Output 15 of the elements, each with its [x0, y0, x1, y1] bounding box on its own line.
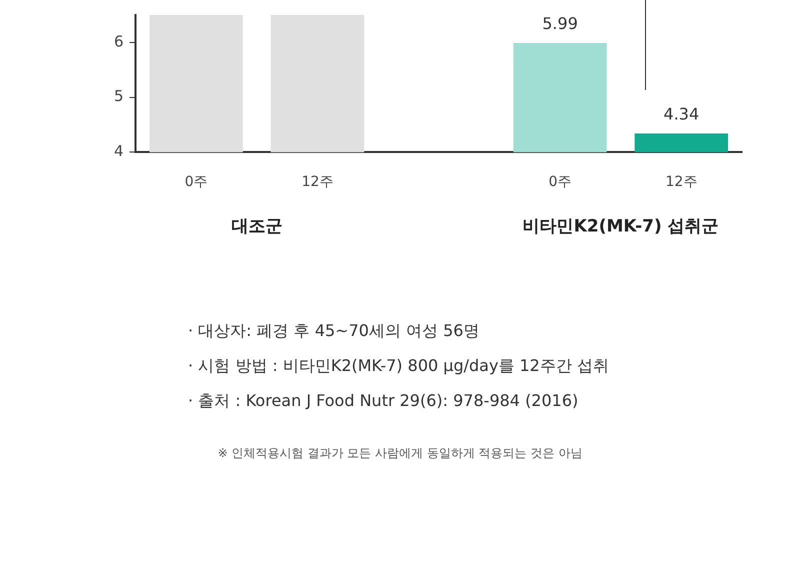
text: ※ 인체적용시험 결과가 모든 사람에게 동일하게 적용되는 것은 아님: [216, 445, 584, 462]
text: · 시험 방법 : 비타민K2(MK-7) 800 μg/day를 12주간 섭취: [188, 355, 609, 377]
text: · 출처 : Korean J Food Nutr 29(6): 978-984 (2016): [188, 390, 580, 412]
y-tick-label: 4: [114, 142, 124, 160]
y-tick-label: 5: [114, 87, 124, 106]
text: 비타민K2(MK-7) 섭취군: [522, 216, 719, 236]
data-label: 4.34: [664, 104, 700, 124]
y-tick-label: 6: [114, 32, 124, 50]
x-tick-label: 12주: [665, 174, 698, 190]
x-tick-label: 12주: [302, 174, 334, 190]
data-label: 5.99: [542, 14, 578, 34]
x-tick-label: 0주: [548, 174, 572, 190]
x-tick-label: 0주: [184, 174, 208, 190]
text: 대조군: [231, 216, 282, 236]
text: · 대상자: 폐경 후 45~70세의 여성 56명: [188, 320, 480, 342]
